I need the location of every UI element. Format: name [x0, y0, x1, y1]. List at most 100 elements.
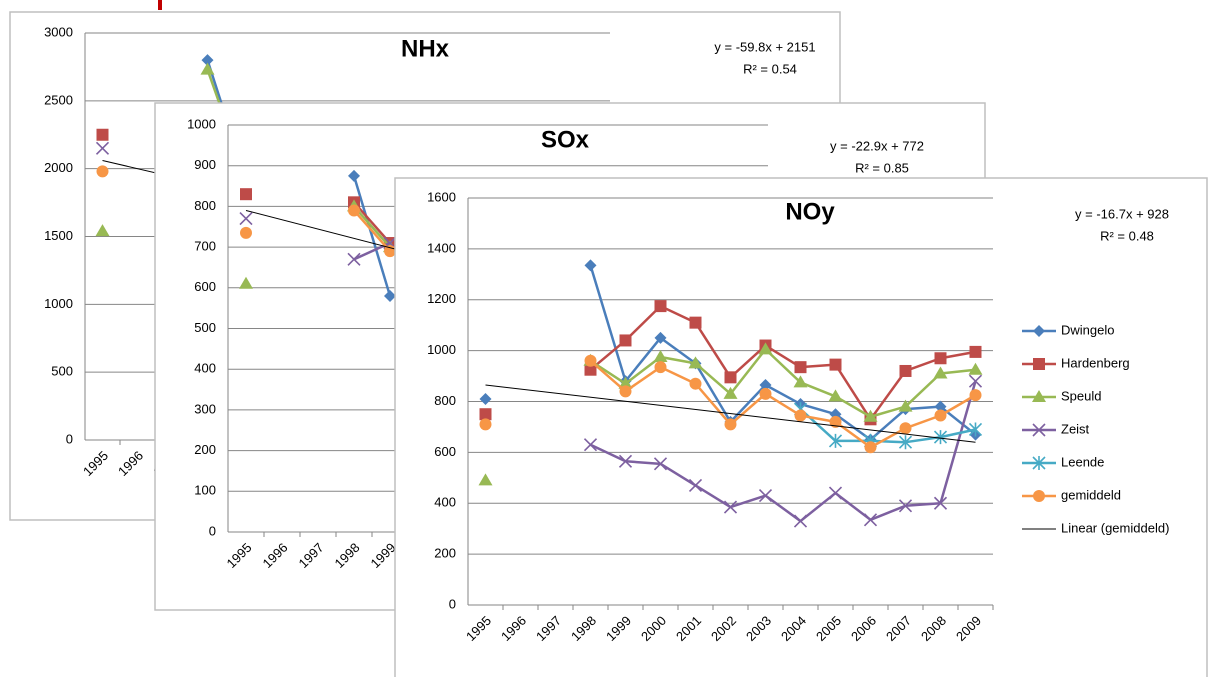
marker	[1032, 390, 1046, 402]
y-tick-label: 0	[66, 431, 73, 446]
marker	[724, 418, 737, 431]
marker	[969, 389, 982, 402]
y-tick-label: 1400	[427, 240, 456, 255]
marker	[1033, 490, 1045, 502]
y-tick-label: 300	[194, 401, 216, 416]
y-tick-label: 1000	[44, 296, 73, 311]
marker	[654, 361, 667, 374]
r-squared: R² = 0.85	[855, 160, 909, 175]
y-tick-label: 800	[434, 393, 456, 408]
legend-label: Dwingelo	[1061, 322, 1114, 337]
marker	[478, 473, 493, 486]
marker	[479, 392, 492, 405]
marker	[1032, 423, 1046, 437]
marker	[654, 300, 667, 313]
chart-title: SOx	[541, 126, 590, 153]
marker	[240, 226, 252, 239]
trend-line	[485, 384, 976, 443]
y-tick-label: 0	[209, 523, 216, 538]
y-tick-label: 0	[449, 596, 456, 611]
marker	[898, 399, 913, 412]
series-line	[589, 359, 977, 449]
marker	[899, 422, 912, 435]
legend-label: Speuld	[1061, 388, 1101, 403]
marker	[347, 252, 361, 266]
series-line	[589, 380, 977, 523]
marker	[584, 354, 597, 367]
y-tick-label: 400	[434, 495, 456, 510]
marker	[793, 514, 808, 528]
panel	[394, 177, 1208, 677]
marker	[479, 418, 492, 431]
y-tick-label: 2500	[44, 92, 73, 107]
marker	[618, 454, 633, 468]
marker	[618, 376, 633, 389]
marker	[1033, 358, 1045, 370]
marker	[240, 188, 252, 201]
marker	[723, 500, 738, 514]
series-line	[352, 175, 392, 297]
y-tick-label: 1000	[427, 342, 456, 357]
marker	[829, 415, 842, 428]
y-tick-label: 200	[194, 442, 216, 457]
marker	[583, 438, 598, 452]
marker	[724, 371, 737, 384]
marker	[898, 435, 913, 450]
y-tick-label: 1000	[187, 116, 216, 131]
series-line	[589, 265, 977, 441]
marker	[863, 409, 878, 422]
marker	[619, 334, 632, 347]
equation: y = -16.7x + 928	[1075, 206, 1169, 221]
y-tick-label: 3000	[44, 24, 73, 39]
marker	[653, 349, 668, 362]
marker	[933, 366, 948, 379]
marker	[689, 377, 702, 390]
legend-label: Linear (gemiddeld)	[1061, 520, 1169, 535]
marker	[688, 478, 703, 493]
marker	[968, 422, 983, 437]
marker	[968, 362, 983, 375]
marker	[934, 400, 947, 413]
marker	[758, 489, 773, 503]
marker	[899, 364, 912, 377]
y-tick-label: 500	[194, 320, 216, 335]
marker	[200, 62, 215, 75]
series-line	[353, 209, 391, 252]
y-tick-label: 800	[194, 198, 216, 213]
y-tick-label: 1600	[427, 189, 456, 204]
marker	[584, 363, 597, 376]
marker	[95, 224, 110, 237]
marker	[95, 141, 110, 155]
marker	[96, 165, 109, 178]
chart-title: NHx	[401, 35, 450, 62]
marker	[239, 276, 253, 289]
marker	[239, 212, 253, 226]
marker	[969, 345, 982, 358]
r-squared: R² = 0.54	[743, 61, 797, 76]
red-mark	[158, 0, 162, 10]
chart-title: NOy	[785, 198, 835, 225]
marker	[759, 387, 772, 400]
r-squared: R² = 0.48	[1100, 228, 1154, 243]
marker	[933, 430, 948, 445]
marker	[793, 375, 808, 388]
y-tick-label: 400	[194, 361, 216, 376]
marker	[96, 128, 109, 141]
equation: y = -22.9x + 772	[830, 138, 924, 153]
marker	[759, 378, 772, 391]
marker	[864, 441, 877, 454]
marker	[828, 389, 843, 402]
marker	[933, 496, 948, 510]
marker	[794, 361, 807, 374]
marker	[689, 316, 702, 329]
y-tick-label: 900	[194, 157, 216, 172]
marker	[653, 457, 668, 471]
y-tick-label: 1500	[44, 228, 73, 243]
series-line	[353, 201, 391, 244]
marker	[828, 433, 843, 448]
y-tick-label: 2000	[44, 160, 73, 175]
marker	[934, 409, 947, 422]
marker	[688, 356, 703, 369]
